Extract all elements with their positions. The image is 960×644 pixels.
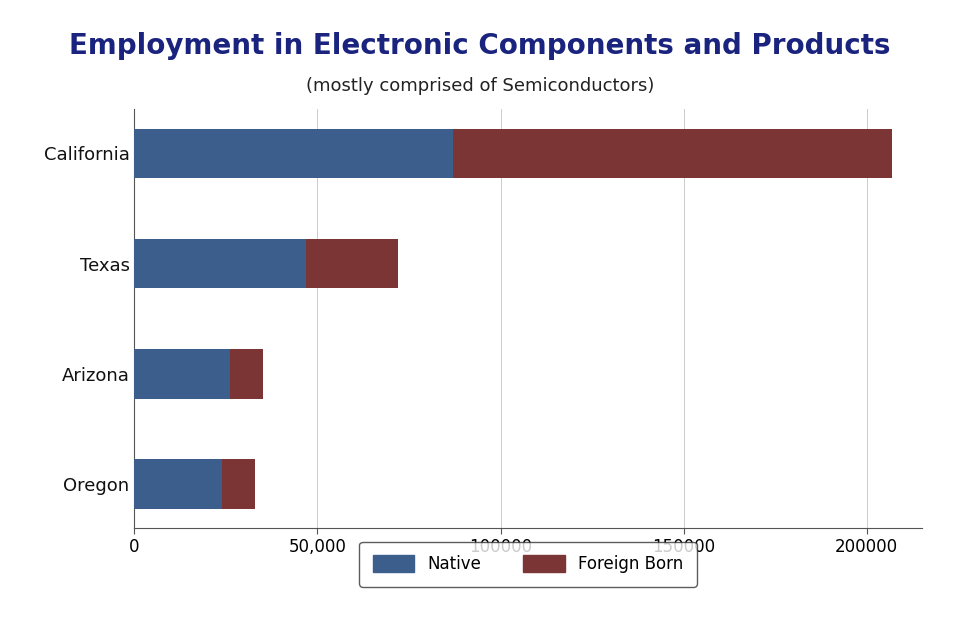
Bar [134,239,306,289]
Bar [453,129,892,178]
Text: (mostly comprised of Semiconductors): (mostly comprised of Semiconductors) [306,77,654,95]
Text: Employment in Electronic Components and Products: Employment in Electronic Components and … [69,32,891,60]
Bar [134,129,453,178]
Bar [223,459,255,509]
Bar [306,239,398,289]
Legend: Native, Foreign Born: Native, Foreign Born [359,542,697,587]
Bar [134,349,229,399]
Bar [229,349,262,399]
Bar [134,459,223,509]
